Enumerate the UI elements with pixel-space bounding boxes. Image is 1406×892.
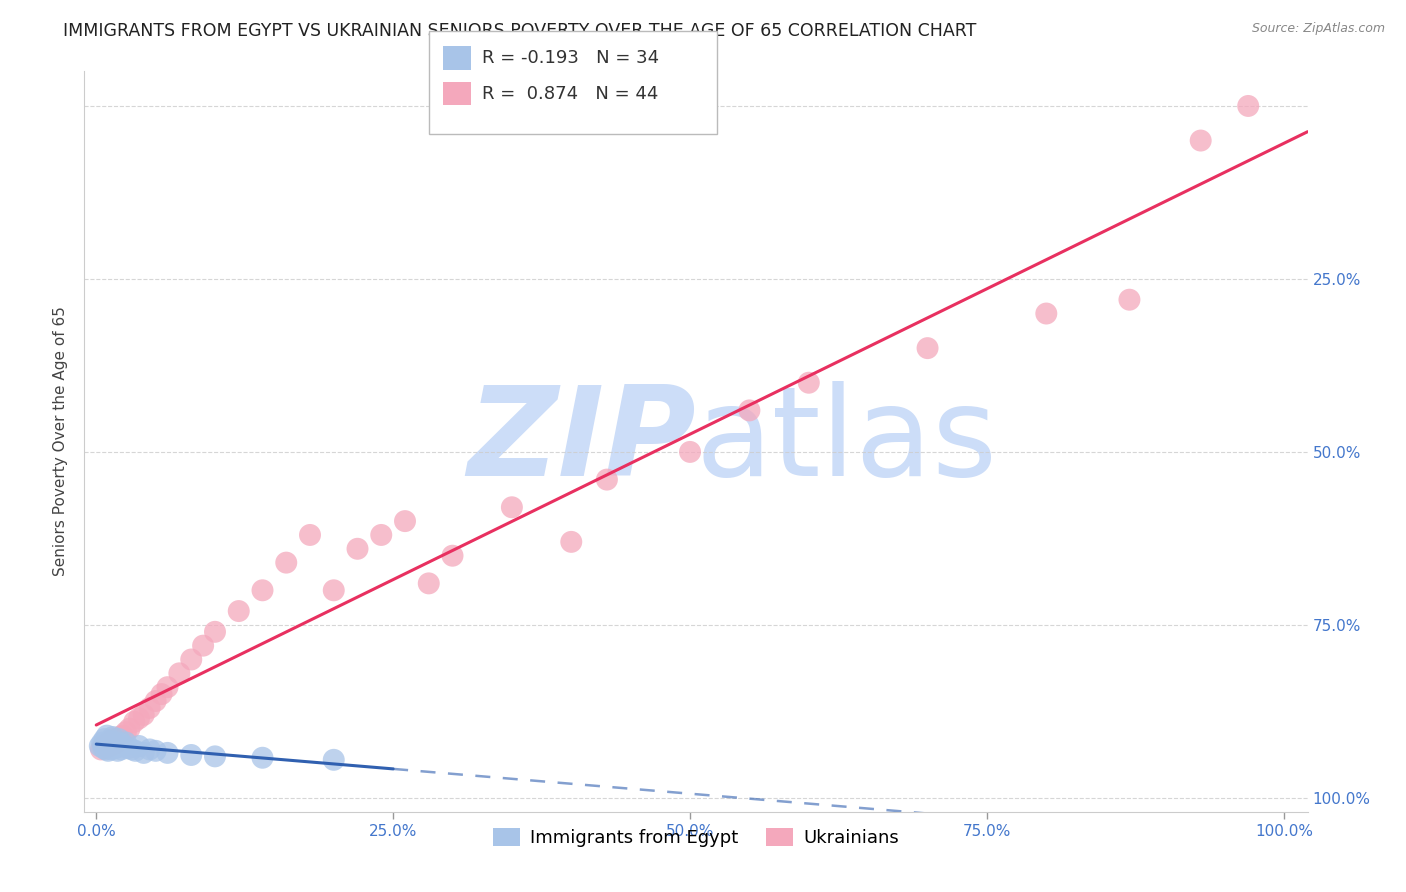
- Text: IMMIGRANTS FROM EGYPT VS UKRAINIAN SENIORS POVERTY OVER THE AGE OF 65 CORRELATIO: IMMIGRANTS FROM EGYPT VS UKRAINIAN SENIO…: [63, 22, 977, 40]
- Point: [738, 403, 761, 417]
- Point: [145, 694, 167, 708]
- Point: [1035, 306, 1057, 320]
- Point: [94, 741, 117, 756]
- Point: [107, 732, 129, 747]
- Point: [370, 528, 392, 542]
- Point: [145, 744, 167, 758]
- Point: [204, 749, 226, 764]
- Point: [346, 541, 368, 556]
- Point: [132, 707, 155, 722]
- Point: [252, 583, 274, 598]
- Point: [108, 739, 131, 754]
- Point: [101, 730, 124, 744]
- Point: [252, 750, 274, 764]
- Point: [169, 666, 191, 681]
- Point: [93, 741, 115, 756]
- Y-axis label: Seniors Poverty Over the Age of 65: Seniors Poverty Over the Age of 65: [53, 307, 69, 576]
- Point: [679, 445, 702, 459]
- Point: [596, 473, 619, 487]
- Point: [97, 744, 120, 758]
- Point: [91, 735, 114, 749]
- Point: [138, 742, 160, 756]
- Point: [138, 701, 160, 715]
- Text: atlas: atlas: [696, 381, 998, 502]
- Point: [132, 746, 155, 760]
- Point: [128, 739, 150, 753]
- Point: [112, 739, 135, 753]
- Point: [90, 742, 112, 756]
- Point: [322, 583, 344, 598]
- Point: [441, 549, 464, 563]
- Text: ZIP: ZIP: [467, 381, 696, 502]
- Point: [1118, 293, 1140, 307]
- Point: [204, 624, 226, 639]
- Point: [97, 735, 120, 749]
- Point: [122, 714, 145, 729]
- Point: [797, 376, 820, 390]
- Point: [98, 734, 121, 748]
- Point: [298, 528, 321, 542]
- Text: R =  0.874   N = 44: R = 0.874 N = 44: [482, 85, 658, 103]
- Point: [107, 744, 129, 758]
- Point: [917, 341, 939, 355]
- Point: [124, 744, 146, 758]
- Point: [150, 687, 173, 701]
- Point: [180, 747, 202, 762]
- Point: [191, 639, 214, 653]
- Point: [104, 737, 127, 751]
- Point: [93, 739, 115, 753]
- Point: [121, 742, 143, 756]
- Text: R = -0.193   N = 34: R = -0.193 N = 34: [482, 49, 659, 67]
- Point: [110, 742, 132, 756]
- Point: [118, 722, 141, 736]
- Point: [156, 746, 179, 760]
- Point: [89, 739, 111, 753]
- Point: [1237, 99, 1260, 113]
- Point: [418, 576, 440, 591]
- Point: [115, 735, 138, 749]
- Point: [100, 742, 122, 756]
- Point: [117, 741, 139, 756]
- Legend: Immigrants from Egypt, Ukrainians: Immigrants from Egypt, Ukrainians: [485, 821, 907, 855]
- Point: [93, 732, 115, 747]
- Point: [180, 652, 202, 666]
- Point: [100, 739, 122, 753]
- Point: [104, 741, 127, 756]
- Point: [156, 680, 179, 694]
- Point: [128, 711, 150, 725]
- Point: [276, 556, 298, 570]
- Point: [105, 735, 128, 749]
- Point: [394, 514, 416, 528]
- Point: [107, 734, 129, 748]
- Point: [97, 737, 120, 751]
- Point: [322, 753, 344, 767]
- Point: [94, 742, 117, 756]
- Point: [1189, 134, 1212, 148]
- Point: [111, 737, 134, 751]
- Point: [560, 534, 582, 549]
- Point: [103, 739, 125, 753]
- Text: Source: ZipAtlas.com: Source: ZipAtlas.com: [1251, 22, 1385, 36]
- Point: [96, 729, 118, 743]
- Point: [100, 739, 122, 753]
- Point: [115, 725, 138, 739]
- Point: [111, 729, 134, 743]
- Point: [101, 732, 124, 747]
- Point: [501, 500, 523, 515]
- Point: [228, 604, 250, 618]
- Point: [108, 730, 131, 744]
